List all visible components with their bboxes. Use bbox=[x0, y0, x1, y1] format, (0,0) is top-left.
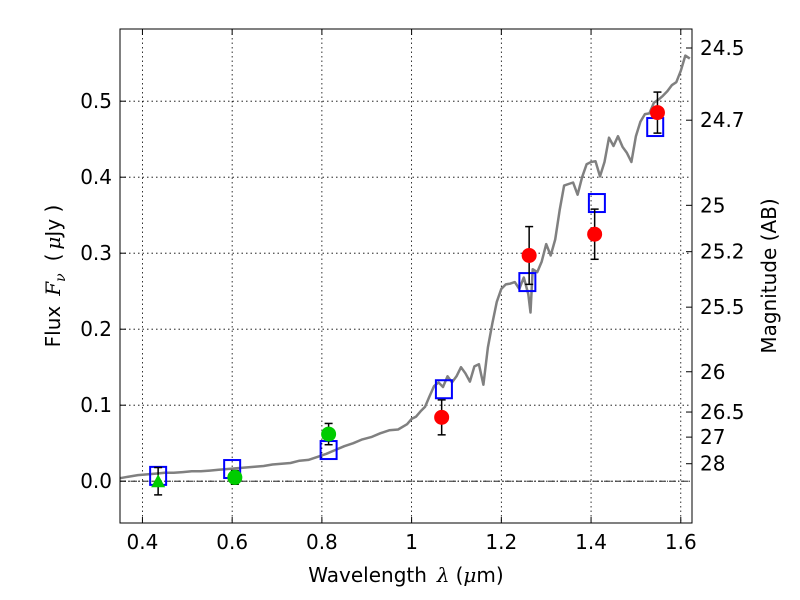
right-tick-label: 25.5 bbox=[700, 295, 745, 319]
x-tick-label: 1.6 bbox=[665, 530, 697, 554]
right-tick-label: 24.5 bbox=[700, 36, 745, 60]
observed-point bbox=[587, 226, 603, 242]
right-tick-label: 25 bbox=[700, 193, 725, 217]
data-series bbox=[119, 54, 691, 496]
grid-lines bbox=[120, 29, 692, 523]
y-tick-label: 0.2 bbox=[80, 317, 112, 341]
y-axis-label: FluxFν(μJy ) bbox=[41, 205, 69, 348]
observed-point bbox=[434, 409, 450, 425]
observed-point bbox=[521, 247, 537, 263]
right-tick-label: 26.5 bbox=[700, 400, 745, 424]
model-point-square bbox=[434, 379, 453, 400]
right-tick-label: 24.7 bbox=[700, 108, 745, 132]
observed-point bbox=[227, 469, 243, 485]
plot-frame bbox=[119, 28, 693, 524]
y-tick-label: 0.5 bbox=[80, 89, 112, 113]
model-point-square bbox=[518, 272, 537, 293]
upper-limit-marker bbox=[151, 474, 166, 488]
x-tick-label: 0.8 bbox=[306, 530, 338, 554]
y-tick-label: 0.4 bbox=[80, 165, 112, 189]
right-tick-label: 27 bbox=[700, 425, 725, 449]
y-tick-label: 0.0 bbox=[80, 469, 112, 493]
right-tick-label: 25.2 bbox=[700, 240, 745, 264]
x-tick-label: 0.4 bbox=[127, 530, 159, 554]
y-tick-label: 0.3 bbox=[80, 241, 112, 265]
x-tick-label: 1.4 bbox=[575, 530, 607, 554]
x-tick-label: 1.2 bbox=[485, 530, 517, 554]
observed-point bbox=[649, 105, 665, 121]
x-tick-label: 0.6 bbox=[216, 530, 248, 554]
right-tick-label: 26 bbox=[700, 360, 725, 384]
model-point-square bbox=[587, 193, 606, 214]
spectrum-line bbox=[119, 54, 691, 480]
axis-ticks: 0.4 0.6 0.8 1 1.2 1.4 1.6 0.0 0.1 0.2 0.3 0.4 0.5 24.… bbox=[80, 29, 745, 554]
observed-point bbox=[321, 426, 337, 442]
right-axis-label: Magnitude (AB) bbox=[757, 198, 781, 353]
right-tick-label: 28 bbox=[700, 452, 725, 476]
x-tick-label: 1 bbox=[405, 530, 418, 554]
x-axis-label: Wavelength λ (μm) bbox=[308, 563, 503, 587]
y-tick-label: 0.1 bbox=[80, 393, 112, 417]
